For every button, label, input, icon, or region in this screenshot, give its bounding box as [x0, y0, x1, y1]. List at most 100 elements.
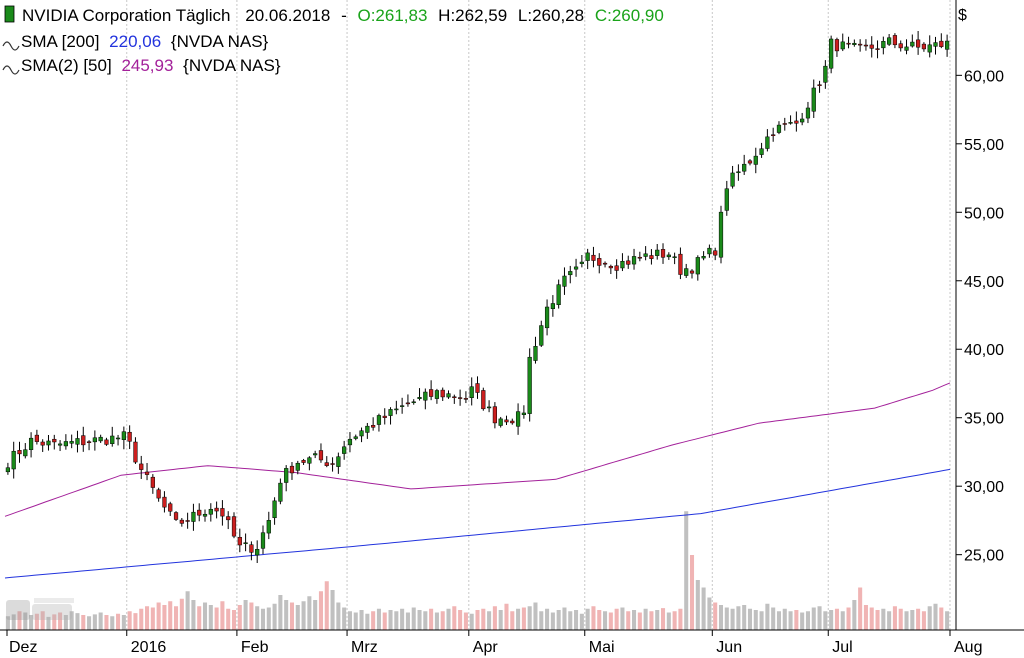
volume-bar [214, 607, 219, 630]
candle [944, 34, 950, 57]
sma200-line [4, 468, 951, 579]
candle [382, 408, 387, 425]
volume-bar [794, 610, 799, 630]
volume-bar [649, 611, 654, 630]
candle [440, 387, 445, 401]
volume-bar [278, 595, 283, 630]
volume-bar [568, 611, 573, 630]
volume-bar [69, 611, 74, 630]
candle [649, 249, 654, 265]
volume-bar [550, 612, 555, 630]
candle [533, 336, 538, 364]
candle [359, 427, 364, 443]
candles [5, 30, 950, 564]
volume-bar [516, 608, 521, 630]
volume-bar [405, 612, 410, 630]
candle [498, 416, 503, 428]
volume-bar [574, 610, 579, 630]
volume-bar [945, 611, 950, 630]
volume-bar [301, 601, 306, 630]
candle [515, 403, 521, 435]
candle [829, 35, 834, 74]
candle [371, 417, 376, 431]
volume-bar [933, 603, 938, 630]
volume-bar [376, 608, 381, 630]
volume-bar [846, 607, 851, 630]
candle [463, 391, 469, 404]
volume-bar [858, 587, 863, 630]
volume-bar [307, 596, 312, 630]
candle [689, 269, 695, 279]
volume-bar [597, 610, 602, 630]
volume-bar [643, 608, 648, 630]
volume-bar [898, 608, 903, 630]
volume-bar [330, 590, 335, 630]
candle [736, 164, 741, 181]
candle [707, 244, 712, 258]
candle [753, 147, 758, 174]
candle [550, 295, 555, 317]
candle [249, 541, 254, 561]
candle [562, 267, 567, 295]
candle [336, 452, 341, 474]
volume-bar [185, 591, 190, 630]
volume-bar [104, 615, 109, 630]
candle [400, 397, 405, 414]
candle [156, 487, 161, 502]
volume-bar [620, 607, 625, 630]
volume-bar [765, 603, 770, 630]
moving-averages [4, 382, 951, 579]
candle [220, 500, 225, 526]
volume-bar [243, 600, 248, 630]
candle [289, 462, 295, 480]
y-tick-label: 45,00 [964, 274, 1004, 291]
volume-bar [736, 606, 741, 630]
candle [788, 115, 793, 125]
volume-bar [608, 612, 613, 630]
volume-bar [446, 608, 451, 630]
candle [887, 34, 892, 46]
candle [556, 279, 561, 309]
volume-bar [52, 614, 57, 630]
candle [452, 394, 457, 404]
x-tick-label: Feb [241, 639, 269, 656]
candle [724, 180, 729, 216]
candle [568, 265, 573, 284]
candle [423, 388, 428, 410]
volume-bar [40, 611, 45, 630]
sma200-symbol: {NVDA NAS} [171, 32, 269, 51]
volume-bar [545, 608, 550, 630]
volume-bar [58, 612, 63, 630]
candle [782, 117, 787, 131]
volume-bar [336, 602, 341, 630]
candle [637, 251, 642, 262]
candle [701, 251, 706, 261]
candle [852, 39, 857, 47]
volume-bar [562, 607, 567, 630]
candle [718, 205, 724, 264]
sma50-value: 245,93 [121, 56, 173, 75]
volume-bar [510, 611, 515, 630]
sma200-label: SMA [200] [21, 32, 99, 51]
volume-bar [458, 610, 463, 630]
currency-label: $ [958, 7, 967, 24]
volume-bar [284, 600, 289, 630]
chart-header: NVIDIA Corporation Täglich 20.06.2018 - … [22, 6, 664, 25]
volume-bar [539, 611, 544, 630]
time-axis: Dez 2016 Feb Mrz Apr Mai Jun Jul Aug [6, 630, 982, 656]
candle [933, 36, 938, 55]
header-separator: - [341, 6, 347, 25]
candle [858, 39, 863, 52]
candle [713, 247, 718, 261]
volume-bar [127, 611, 132, 630]
volume-bar [504, 603, 509, 630]
watermark-logo [6, 598, 74, 620]
volume-bar [98, 612, 103, 630]
volume-bar [29, 615, 34, 630]
candle [597, 253, 602, 274]
candle [504, 415, 509, 426]
volume-bar [701, 587, 706, 630]
volume-bar [887, 611, 892, 630]
candle [510, 418, 515, 425]
